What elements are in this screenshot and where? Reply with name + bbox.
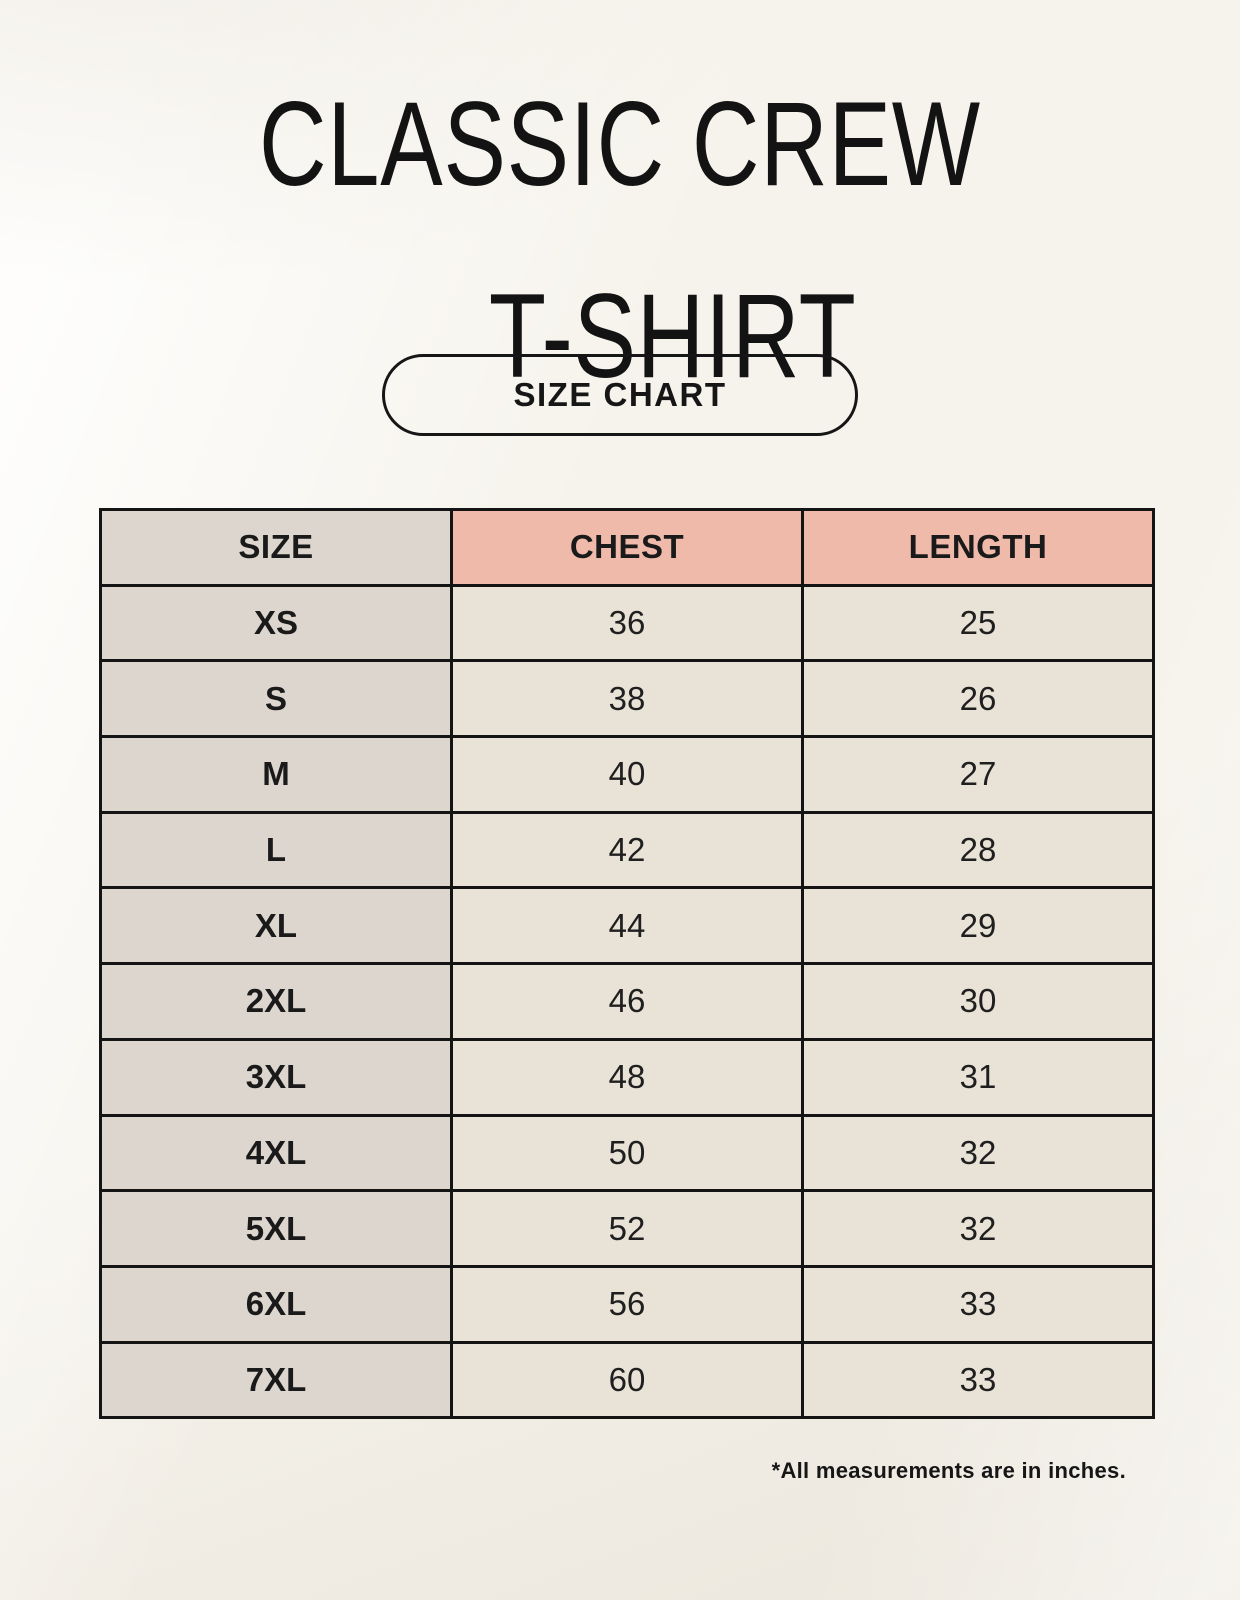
chest-cell: 56 xyxy=(450,1264,804,1344)
table-header-row: SIZE CHEST LENGTH xyxy=(99,508,1155,587)
chest-cell: 36 xyxy=(450,583,804,663)
size-cell: 4XL xyxy=(99,1113,453,1193)
column-header-length: LENGTH xyxy=(801,508,1155,587)
table-row: M 40 27 xyxy=(99,735,1155,814)
size-chart-button-label: SIZE CHART xyxy=(513,376,727,413)
length-cell: 28 xyxy=(801,810,1155,890)
size-chart-table: SIZE CHEST LENGTH XS 36 25 S 38 26 M 40 27 L 42 28 X… xyxy=(99,508,1155,1420)
chest-cell: 46 xyxy=(450,962,804,1041)
length-cell: 27 xyxy=(801,735,1155,814)
length-cell: 32 xyxy=(801,1113,1155,1193)
length-cell: 30 xyxy=(801,962,1155,1041)
size-cell: 7XL xyxy=(99,1340,453,1420)
chest-cell: 48 xyxy=(450,1037,804,1117)
size-cell: S xyxy=(99,659,453,739)
size-cell: 2XL xyxy=(99,962,453,1041)
measurements-footnote: *All measurements are in inches. xyxy=(771,1458,1126,1483)
chest-cell: 40 xyxy=(450,735,804,814)
table-row: 2XL 46 30 xyxy=(99,962,1155,1041)
size-cell: XL xyxy=(99,886,453,966)
length-cell: 31 xyxy=(801,1037,1155,1117)
size-cell: 5XL xyxy=(99,1189,453,1268)
page-title: CLASSIC CREW T-SHIRT xyxy=(136,84,1103,480)
table-row: 5XL 52 32 xyxy=(99,1189,1155,1268)
chest-cell: 50 xyxy=(450,1113,804,1193)
table-row: 3XL 48 31 xyxy=(99,1037,1155,1117)
size-cell: 6XL xyxy=(99,1264,453,1344)
title-line-2: T-SHIRT xyxy=(488,269,857,403)
table-row: XS 36 25 xyxy=(99,583,1155,663)
length-cell: 33 xyxy=(801,1264,1155,1344)
size-chart-button[interactable]: SIZE CHART xyxy=(382,354,858,436)
length-cell: 29 xyxy=(801,886,1155,966)
table-row: L 42 28 xyxy=(99,810,1155,890)
chest-cell: 42 xyxy=(450,810,804,890)
size-cell: XS xyxy=(99,583,453,663)
column-header-chest: CHEST xyxy=(450,508,804,587)
table-row: 6XL 56 33 xyxy=(99,1264,1155,1344)
size-chart-table-container: SIZE CHEST LENGTH XS 36 25 S 38 26 M 40 27 L 42 28 X… xyxy=(99,508,1155,1420)
length-cell: 32 xyxy=(801,1189,1155,1268)
table-row: XL 44 29 xyxy=(99,886,1155,966)
column-header-size: SIZE xyxy=(99,508,453,587)
table-row: S 38 26 xyxy=(99,659,1155,739)
size-cell: M xyxy=(99,735,453,814)
table-row: 7XL 60 33 xyxy=(99,1340,1155,1420)
table-row: 4XL 50 32 xyxy=(99,1113,1155,1193)
length-cell: 25 xyxy=(801,583,1155,663)
length-cell: 33 xyxy=(801,1340,1155,1420)
title-line-1: CLASSIC CREW xyxy=(259,77,981,211)
chest-cell: 44 xyxy=(450,886,804,966)
chest-cell: 60 xyxy=(450,1340,804,1420)
chest-cell: 52 xyxy=(450,1189,804,1268)
size-cell: 3XL xyxy=(99,1037,453,1117)
table-body: XS 36 25 S 38 26 M 40 27 L 42 28 XL 44 29 2XL 46 30 3XL 48 3… xyxy=(99,583,1155,1420)
chest-cell: 38 xyxy=(450,659,804,739)
length-cell: 26 xyxy=(801,659,1155,739)
size-cell: L xyxy=(99,810,453,890)
